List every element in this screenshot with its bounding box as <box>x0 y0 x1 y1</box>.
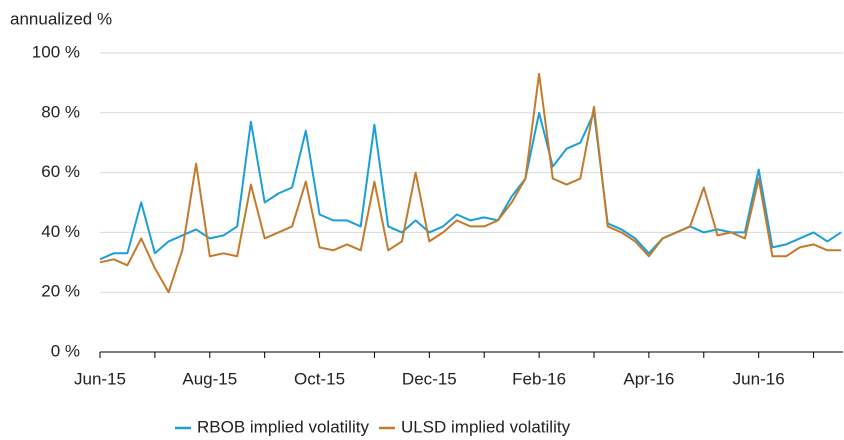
series-line <box>99 111 842 261</box>
x-tick-label: Apr-16 <box>623 369 674 388</box>
x-tick-label: Jun-15 <box>74 369 126 388</box>
x-tick-label: Feb-16 <box>512 369 566 388</box>
y-tick-label: 20 % <box>41 282 80 301</box>
x-tick-label: Jun-16 <box>733 369 785 388</box>
y-tick-label: 60 % <box>41 162 80 181</box>
y-axis-label: annualized % <box>10 9 112 28</box>
series-line <box>99 72 841 294</box>
y-tick-label: 40 % <box>41 222 80 241</box>
y-tick-label: 0 % <box>51 341 80 360</box>
y-tick-label: 80 % <box>41 102 80 121</box>
legend-label: RBOB implied volatility <box>197 417 369 436</box>
x-tick-label: Dec-15 <box>402 369 457 388</box>
x-tick-label: Aug-15 <box>182 369 237 388</box>
y-tick-label: 100 % <box>32 42 80 61</box>
x-tick-label: Oct-15 <box>294 369 345 388</box>
legend-label: ULSD implied volatility <box>401 417 571 436</box>
